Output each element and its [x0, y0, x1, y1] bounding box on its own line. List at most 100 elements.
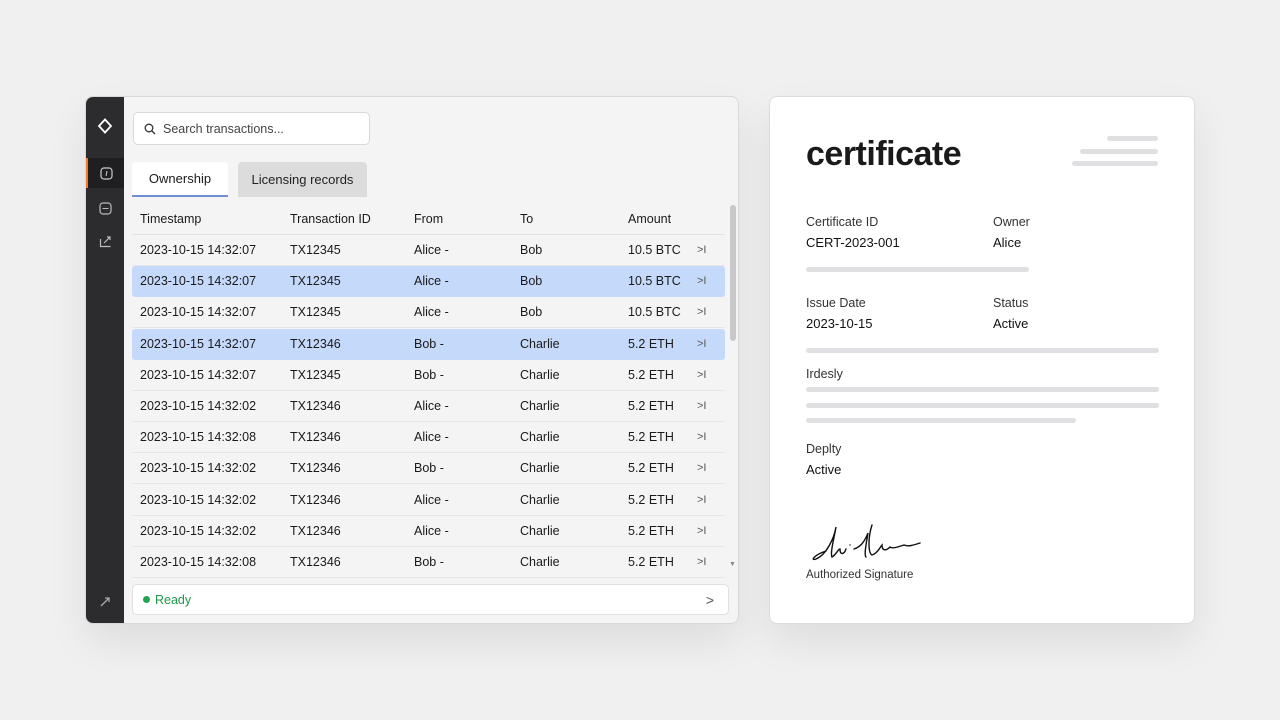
- cell-to: Charlie: [520, 336, 560, 351]
- placeholder-line: [1080, 149, 1158, 154]
- cell-amount: 5.2 ETH: [628, 555, 674, 569]
- table-row[interactable]: 2023-10-15 14:32:08 TX12346 Bob - Charlie 5.…: [132, 547, 725, 578]
- cell-from: Bob -: [414, 555, 444, 569]
- deputy-value: Active: [806, 462, 842, 477]
- scrollbar-thumb[interactable]: [730, 205, 736, 341]
- row-action-icon[interactable]: >I: [697, 524, 707, 537]
- tab-licensing-records[interactable]: Licensing records: [238, 162, 367, 197]
- cell-id: TX12346: [290, 492, 341, 507]
- divider: [806, 267, 1029, 272]
- section-label: Irdesly: [806, 367, 843, 381]
- row-action-icon[interactable]: >I: [697, 462, 707, 475]
- cell-timestamp: 2023-10-15 14:32:07: [140, 367, 257, 382]
- cell-amount: 5.2 ETH: [628, 336, 674, 351]
- cell-from: Bob -: [414, 461, 444, 476]
- signature-image: [812, 524, 921, 561]
- row-action-icon[interactable]: >I: [697, 493, 707, 506]
- certificate-id-value: CERT-2023-001: [806, 235, 900, 250]
- placeholder-line: [806, 418, 1076, 423]
- export-icon[interactable]: [86, 226, 124, 256]
- cell-amount: 10.5 BTC: [628, 274, 681, 289]
- placeholder-line: [1107, 136, 1158, 141]
- cell-timestamp: 2023-10-15 14:32:02: [140, 523, 257, 538]
- chevron-right-icon[interactable]: >: [705, 591, 714, 608]
- cell-timestamp: 2023-10-15 14:32:08: [140, 555, 257, 569]
- cell-from: Bob -: [414, 367, 444, 382]
- cell-to: Bob: [520, 274, 543, 289]
- cell-amount: 5.2 ETH: [628, 430, 674, 445]
- tab-ownership[interactable]: Ownership: [132, 162, 228, 197]
- owner-label: Owner: [993, 215, 1030, 229]
- scroll-down-icon[interactable]: ▼: [729, 561, 736, 568]
- status-text: Ready: [155, 592, 192, 607]
- certificate-id-label: Certificate ID: [806, 215, 879, 229]
- column-to[interactable]: To: [520, 212, 534, 226]
- issue-date-label: Issue Date: [806, 296, 866, 310]
- table-row[interactable]: 2023-10-15 14:32:07 TX12346 Bob - Charlie 5.…: [132, 328, 725, 360]
- row-action-icon[interactable]: >I: [697, 275, 707, 288]
- table-row[interactable]: 2023-10-15 14:32:08 TX12346 Alice - Charlie…: [132, 422, 725, 454]
- placeholder-line: [1072, 161, 1158, 166]
- table-row[interactable]: 2023-10-15 14:32:07 TX12345 Alice - Bob 10.5…: [132, 235, 725, 266]
- table-row[interactable]: 2023-10-15 14:32:02 TX12346 Alice - Charlie…: [132, 485, 725, 516]
- table-row[interactable]: 2023-10-15 14:32:02 TX12346 Bob - Charlie 5.…: [132, 453, 725, 485]
- cell-from: Alice -: [414, 430, 449, 445]
- cell-amount: 10.5 BTC: [628, 243, 681, 257]
- row-action-icon[interactable]: >I: [697, 306, 707, 319]
- cell-id: TX12345: [290, 243, 341, 257]
- diamond-logo-icon[interactable]: [86, 111, 124, 141]
- cell-timestamp: 2023-10-15 14:32:07: [140, 274, 257, 289]
- table-row[interactable]: 2023-10-15 14:32:02 TX12346 Alice - Charlie…: [132, 516, 725, 547]
- cell-timestamp: 2023-10-15 14:32:02: [140, 492, 257, 507]
- cell-from: Alice -: [414, 274, 449, 289]
- column-timestamp[interactable]: Timestamp: [140, 212, 202, 226]
- row-action-icon[interactable]: >I: [697, 337, 707, 350]
- status-dot-icon: [143, 596, 150, 603]
- search-input[interactable]: Search transactions...: [133, 112, 370, 145]
- transactions-window: Search transactions... Ownership Licensi…: [85, 96, 739, 624]
- search-icon: [144, 123, 156, 134]
- cell-to: Charlie: [520, 492, 560, 507]
- cell-timestamp: 2023-10-15 14:32:07: [140, 336, 257, 351]
- table-row[interactable]: 2023-10-15 14:32:07 TX12345 Bob - Charlie 5.…: [132, 360, 725, 391]
- cell-id: TX12345: [290, 274, 341, 289]
- cell-from: Alice -: [414, 523, 449, 538]
- row-action-icon[interactable]: >I: [697, 244, 707, 256]
- status-bar[interactable]: Ready >: [132, 584, 729, 615]
- compass-icon[interactable]: [86, 158, 124, 188]
- column-transaction-id[interactable]: Transaction ID: [290, 212, 371, 226]
- cell-from: Alice -: [414, 492, 449, 507]
- expand-icon[interactable]: [86, 586, 124, 616]
- status-value: Active: [993, 316, 1029, 331]
- cell-id: TX12346: [290, 555, 341, 569]
- cell-id: TX12346: [290, 336, 341, 351]
- table-row[interactable]: 2023-10-15 14:32:07 TX12345 Alice - Bob 10.5…: [132, 297, 725, 329]
- cell-to: Charlie: [520, 367, 560, 382]
- table-row[interactable]: 2023-10-15 14:32:07 TX12345 Alice - Bob 10.5…: [132, 266, 725, 298]
- calendar-icon[interactable]: [86, 193, 124, 223]
- row-action-icon[interactable]: >I: [697, 368, 707, 381]
- cell-from: Alice -: [414, 305, 449, 320]
- cell-timestamp: 2023-10-15 14:32:02: [140, 461, 257, 476]
- row-action-icon[interactable]: >I: [697, 431, 707, 444]
- divider: [806, 348, 1159, 353]
- cell-amount: 5.2 ETH: [628, 367, 674, 382]
- signature-caption: Authorized Signature: [806, 569, 914, 581]
- cell-amount: 5.2 ETH: [628, 399, 674, 413]
- column-from[interactable]: From: [414, 212, 444, 226]
- cell-amount: 5.2 ETH: [628, 492, 674, 507]
- table-row[interactable]: 2023-10-15 14:32:02 TX12346 Alice - Charlie…: [132, 391, 725, 422]
- row-action-icon[interactable]: >I: [697, 556, 707, 568]
- cell-timestamp: 2023-10-15 14:32:07: [140, 305, 257, 320]
- owner-value: Alice: [993, 235, 1022, 250]
- certificate-title: certificate: [806, 135, 962, 173]
- column-amount[interactable]: Amount: [628, 212, 672, 226]
- cell-from: Bob -: [414, 336, 444, 351]
- cell-amount: 10.5 BTC: [628, 305, 681, 320]
- row-action-icon[interactable]: >I: [697, 400, 707, 412]
- cell-id: TX12345: [290, 367, 341, 382]
- sidebar: [86, 97, 124, 623]
- issue-date-value: 2023-10-15: [806, 316, 873, 331]
- table-header: Timestamp Transaction ID From To Amount: [132, 204, 725, 235]
- cell-timestamp: 2023-10-15 14:32:08: [140, 430, 257, 445]
